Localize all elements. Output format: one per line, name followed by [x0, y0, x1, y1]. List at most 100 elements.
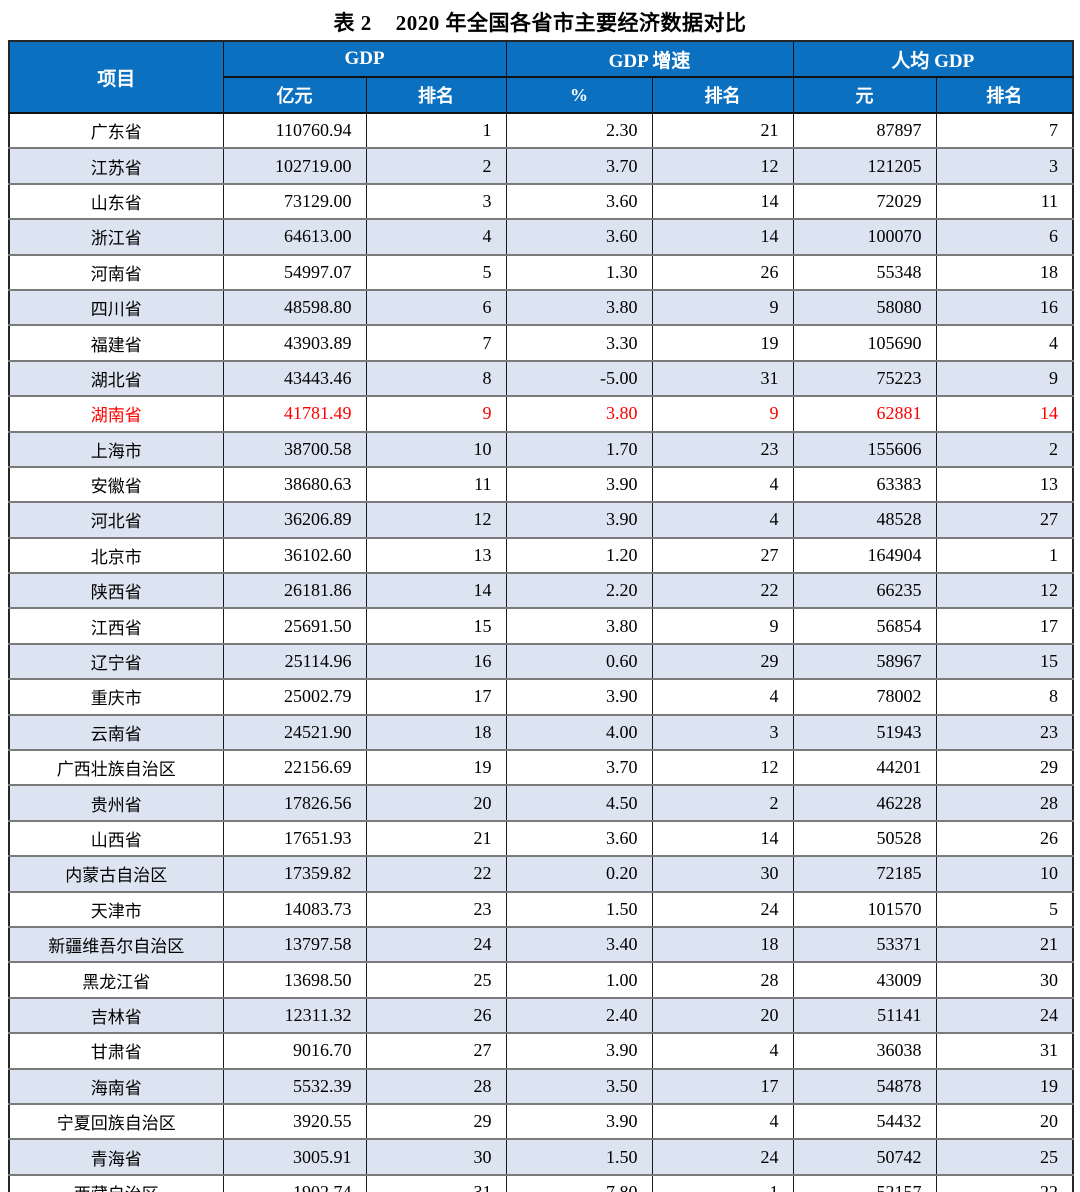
gdp-value-cell: 17651.93	[222, 819, 367, 858]
gdp-value-cell: 1902.74	[222, 1173, 367, 1192]
province-cell: 辽宁省	[8, 642, 224, 681]
gdp-value-cell: 36206.89	[222, 501, 367, 539]
gdp-value-cell: 13797.58	[222, 925, 367, 964]
growth-rank-cell: 4	[651, 501, 794, 539]
gdp-rank-cell: 9	[365, 395, 507, 433]
per-capita-rank-cell: 26	[935, 819, 1074, 858]
gdp-rank-cell: 12	[365, 501, 507, 539]
per-capita-value-cell: 62881	[792, 395, 937, 433]
per-capita-rank-cell: 27	[935, 501, 1074, 539]
gdp-value-cell: 64613.00	[222, 218, 367, 256]
growth-value-cell: 0.60	[505, 642, 653, 681]
gdp-value-cell: 110760.94	[222, 111, 367, 150]
growth-rank-cell: 28	[651, 961, 794, 999]
gdp-rank-cell: 16	[365, 642, 507, 681]
growth-value-cell: -5.00	[505, 359, 653, 398]
per-capita-rank-cell: 4	[935, 324, 1074, 362]
growth-value-cell: 3.60	[505, 182, 653, 221]
table-row: 四川省 48598.80 6 3.80 9 58080 16	[8, 288, 1074, 327]
per-capita-rank-cell: 2	[935, 430, 1074, 468]
per-capita-value-cell: 121205	[792, 147, 937, 185]
table-row: 云南省 24521.90 18 4.00 3 51943 23	[8, 713, 1074, 752]
per-capita-value-cell: 46228	[792, 784, 937, 822]
growth-rank-cell: 18	[651, 925, 794, 964]
province-cell: 天津市	[8, 890, 224, 928]
growth-value-cell: 3.30	[505, 324, 653, 362]
table-row: 黑龙江省 13698.50 25 1.00 28 43009 30	[8, 961, 1074, 999]
growth-value-cell: 7.80	[505, 1173, 653, 1192]
per-capita-value-cell: 54878	[792, 1067, 937, 1105]
per-capita-value-cell: 48528	[792, 501, 937, 539]
province-cell: 浙江省	[8, 218, 224, 256]
growth-rank-cell: 2	[651, 784, 794, 822]
table-row: 宁夏回族自治区 3920.55 29 3.90 4 54432 20	[8, 1102, 1074, 1141]
per-capita-value-cell: 58080	[792, 288, 937, 327]
per-capita-value-cell: 66235	[792, 572, 937, 610]
per-capita-rank-cell: 6	[935, 218, 1074, 256]
table-title-text: 2020 年全国各省市主要经济数据对比	[395, 11, 747, 35]
growth-value-cell: 3.70	[505, 147, 653, 185]
province-cell: 吉林省	[8, 996, 224, 1035]
table-row: 北京市 36102.60 13 1.20 27 164904 1	[8, 536, 1074, 575]
province-cell: 山东省	[8, 182, 224, 221]
per-capita-value-cell: 63383	[792, 465, 937, 504]
table-row: 江苏省 102719.00 2 3.70 12 121205 3	[8, 147, 1074, 185]
gdp-value-cell: 25114.96	[222, 642, 367, 681]
per-capita-rank-cell: 10	[935, 855, 1074, 893]
province-cell: 湖南省	[8, 395, 224, 433]
growth-rank-cell: 20	[651, 996, 794, 1035]
table-row: 山东省 73129.00 3 3.60 14 72029 11	[8, 182, 1074, 221]
per-capita-rank-cell: 8	[935, 678, 1074, 716]
header-group-row: 项目 GDP GDP 增速 人均 GDP	[8, 40, 1074, 114]
per-capita-rank-cell: 16	[935, 288, 1074, 327]
per-capita-rank-cell: 31	[935, 1032, 1074, 1070]
per-capita-rank-cell: 25	[935, 1138, 1074, 1176]
growth-rank-cell: 22	[651, 572, 794, 610]
gdp-value-cell: 13698.50	[222, 961, 367, 999]
per-capita-rank-cell: 24	[935, 996, 1074, 1035]
growth-rank-cell: 3	[651, 713, 794, 752]
gdp-rank-cell: 31	[365, 1173, 507, 1192]
growth-rank-cell: 4	[651, 678, 794, 716]
growth-rank-cell: 24	[651, 890, 794, 928]
table-row: 河南省 54997.07 5 1.30 26 55348 18	[8, 253, 1074, 291]
growth-rank-cell: 31	[651, 359, 794, 398]
growth-rank-cell: 21	[651, 111, 794, 150]
header-sub-row: 亿元 排名 % 排名 元 排名	[9, 76, 1074, 114]
per-capita-rank-cell: 13	[935, 465, 1074, 504]
growth-value-cell: 3.60	[505, 819, 653, 858]
gdp-value-cell: 9016.70	[222, 1032, 367, 1070]
per-capita-rank-cell: 9	[935, 359, 1074, 398]
growth-value-cell: 3.90	[505, 678, 653, 716]
per-capita-value-cell: 36038	[792, 1032, 937, 1070]
table-row: 湖南省 41781.49 9 3.80 9 62881 14	[8, 395, 1074, 433]
province-cell: 西藏自治区	[8, 1173, 224, 1192]
per-capita-value-cell: 105690	[792, 324, 937, 362]
province-cell: 黑龙江省	[8, 961, 224, 999]
gdp-rank-cell: 7	[365, 324, 507, 362]
header-gdp: GDP	[222, 40, 507, 78]
gdp-value-cell: 38680.63	[222, 465, 367, 504]
growth-rank-cell: 19	[651, 324, 794, 362]
gdp-value-cell: 43903.89	[222, 324, 367, 362]
table-row: 天津市 14083.73 23 1.50 24 101570 5	[8, 890, 1074, 928]
growth-value-cell: 1.50	[505, 1138, 653, 1176]
growth-rank-cell: 12	[651, 749, 794, 787]
per-capita-rank-cell: 30	[935, 961, 1074, 999]
growth-value-cell: 3.90	[505, 501, 653, 539]
table-row: 福建省 43903.89 7 3.30 19 105690 4	[8, 324, 1074, 362]
per-capita-rank-cell: 15	[935, 642, 1074, 681]
subheader-growth-rank: 排名	[651, 76, 794, 114]
per-capita-rank-cell: 19	[935, 1067, 1074, 1105]
table-row: 广东省 110760.94 1 2.30 21 87897 7	[8, 111, 1074, 150]
province-cell: 重庆市	[8, 678, 224, 716]
gdp-value-cell: 102719.00	[222, 147, 367, 185]
gdp-rank-cell: 20	[365, 784, 507, 822]
growth-rank-cell: 17	[651, 1067, 794, 1105]
gdp-value-cell: 43443.46	[222, 359, 367, 398]
gdp-rank-cell: 3	[365, 182, 507, 221]
per-capita-value-cell: 53371	[792, 925, 937, 964]
table-row: 广西壮族自治区 22156.69 19 3.70 12 44201 29	[8, 749, 1074, 787]
header-gdp-growth: GDP 增速	[505, 40, 794, 78]
per-capita-value-cell: 155606	[792, 430, 937, 468]
